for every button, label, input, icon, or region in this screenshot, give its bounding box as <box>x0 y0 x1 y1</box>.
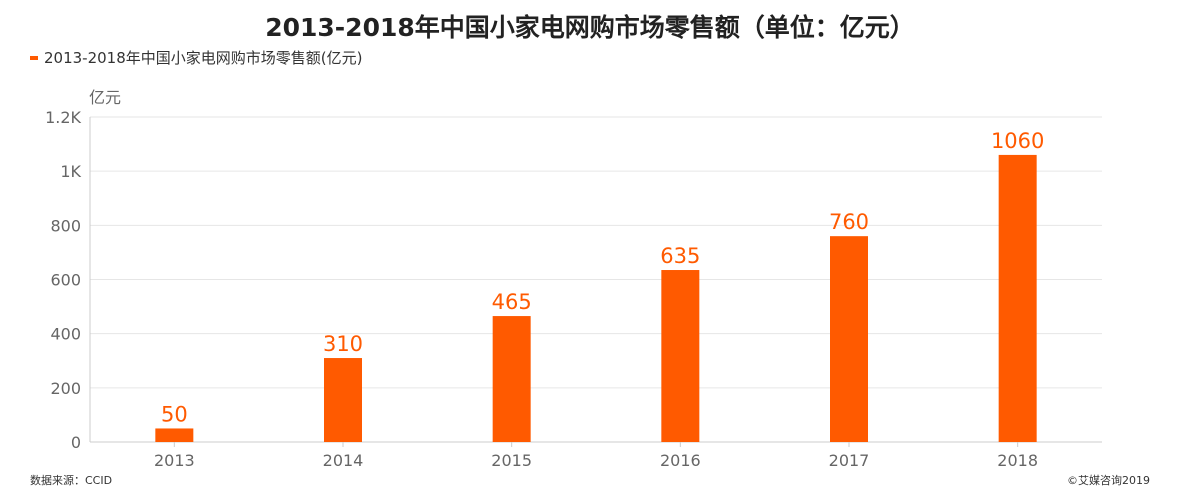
y-tick-label: 200 <box>50 379 81 398</box>
legend-swatch <box>30 55 38 60</box>
legend: 2013-2018年中国小家电网购市场零售额(亿元) <box>30 47 362 68</box>
bar <box>324 358 362 442</box>
data-label: 310 <box>323 332 363 356</box>
legend-label: 2013-2018年中国小家电网购市场零售额(亿元) <box>44 49 363 67</box>
x-tick-label: 2017 <box>829 451 870 470</box>
bar <box>830 236 868 442</box>
x-tick-label: 2015 <box>491 451 532 470</box>
y-tick-label: 1K <box>60 162 81 181</box>
y-tick-label: 400 <box>50 325 81 344</box>
data-source: 数据来源：CCID <box>30 474 113 487</box>
x-tick-label: 2016 <box>660 451 701 470</box>
y-tick-label: 0 <box>71 433 81 452</box>
y-tick-label: 800 <box>50 216 81 235</box>
copyright: ©艾媒咨询2019 <box>1067 474 1150 487</box>
data-label: 635 <box>660 244 700 268</box>
x-tick-label: 2014 <box>323 451 364 470</box>
y-tick-label: 1.2K <box>45 108 81 127</box>
bar <box>661 270 700 442</box>
bar <box>492 316 531 442</box>
y-tick-label: 600 <box>50 271 81 290</box>
data-label: 1060 <box>991 129 1044 153</box>
chart-title: 2013-2018年中国小家电网购市场零售额（单位：亿元） <box>265 13 915 42</box>
bar <box>155 428 194 442</box>
x-tick-label: 2013 <box>154 451 195 470</box>
data-label: 760 <box>829 210 869 234</box>
data-label: 50 <box>161 402 188 426</box>
data-label: 465 <box>492 290 532 314</box>
x-tick-label: 2018 <box>997 451 1038 470</box>
bar <box>998 154 1037 442</box>
y-axis-label: 亿元 <box>89 88 121 107</box>
